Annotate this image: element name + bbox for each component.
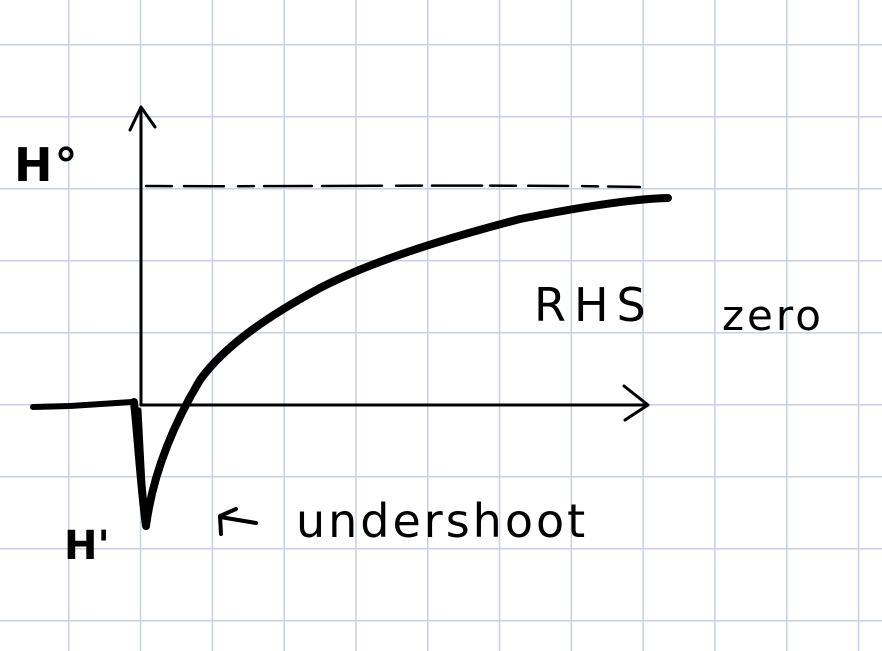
- x-axis-arrowhead: [622, 384, 650, 422]
- response-curve: [130, 194, 672, 530]
- initial-baseline: [30, 399, 135, 410]
- undershoot-label: undershoot: [296, 494, 589, 548]
- rhs-label: RHS: [534, 278, 654, 332]
- undershoot-arrowhead: [218, 507, 238, 536]
- y-axis-arrowhead: [128, 105, 157, 132]
- undershoot-arrow-shaft: [218, 515, 258, 525]
- zero-label: zero: [722, 291, 824, 340]
- asymptote-dashed-line: [144, 184, 642, 189]
- asymptote-label: H°: [14, 138, 80, 192]
- minimum-label: H': [64, 523, 110, 569]
- response-curve-dip-edge: [136, 407, 147, 508]
